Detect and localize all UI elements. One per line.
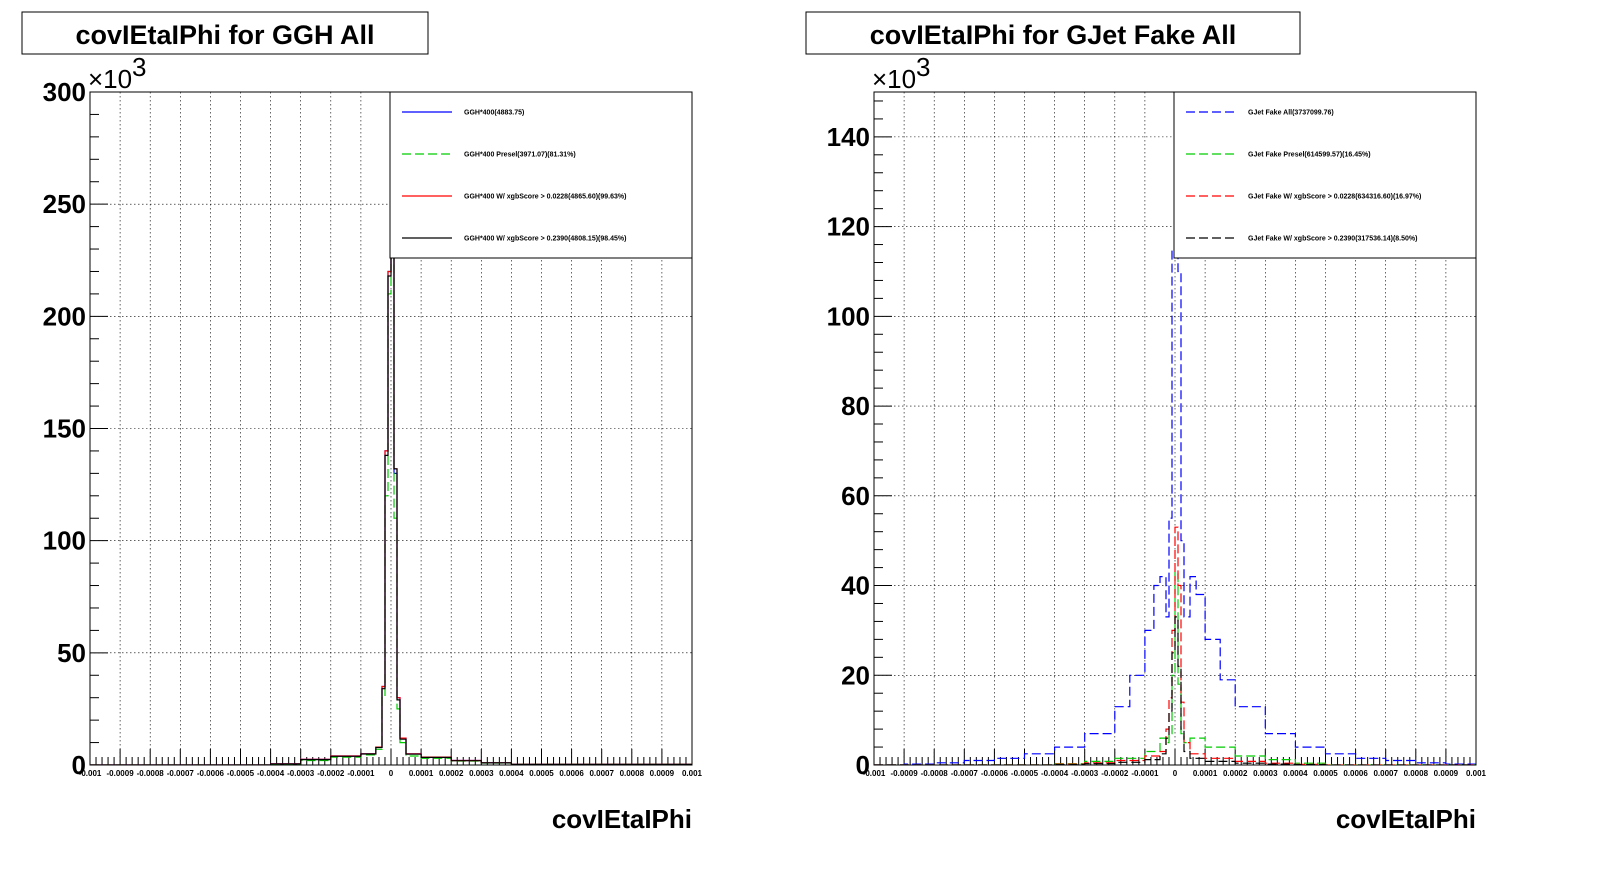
y-multiplier-base: ×10 bbox=[872, 64, 916, 94]
x-tick-label: 0.0005 bbox=[1313, 769, 1338, 778]
x-tick-label: 0.0004 bbox=[499, 769, 524, 778]
x-tick-label: 0.0004 bbox=[1283, 769, 1308, 778]
chart-title: covIEtaIPhi for GJet Fake All bbox=[870, 20, 1237, 50]
x-tick-label: -0.0007 bbox=[167, 769, 195, 778]
x-tick-label: 0.0003 bbox=[469, 769, 494, 778]
x-tick-label: -0.0006 bbox=[197, 769, 225, 778]
y-tick-label: 120 bbox=[827, 212, 870, 242]
chart-title-box bbox=[21, 11, 429, 55]
x-tick-label: 0.001 bbox=[682, 769, 703, 778]
legend: GJet Fake All(3737099.76) GJet Fake Prese… bbox=[1173, 91, 1477, 259]
y-tick-label: 250 bbox=[43, 189, 86, 219]
y-multiplier-base: ×10 bbox=[88, 64, 132, 94]
y-tick-label: 100 bbox=[43, 526, 86, 556]
y-tick-label: 0 bbox=[72, 750, 86, 780]
series-line-2 bbox=[874, 571, 1476, 765]
y-tick-label: 140 bbox=[827, 122, 870, 152]
x-tick-label: -0.0005 bbox=[227, 769, 255, 778]
legend-entry: GJet Fake W/ xgbScore > 0.0228(634316.60… bbox=[1248, 194, 1421, 201]
chart-title: covIEtaIPhi for GGH All bbox=[75, 20, 374, 50]
legend: GGH*400(4883.75) GGH*400 Presel(3971.07)(… bbox=[389, 91, 693, 259]
series-line-4 bbox=[874, 616, 1476, 765]
x-tick-label: -0.0004 bbox=[257, 769, 285, 778]
legend-entry: GJet Fake All(3737099.76) bbox=[1248, 110, 1334, 117]
x-tick-label: -0.0001 bbox=[1131, 769, 1159, 778]
x-tick-label: 0.0009 bbox=[1434, 769, 1459, 778]
x-tick-label: 0.0009 bbox=[650, 769, 675, 778]
y-tick-label: 0 bbox=[856, 750, 870, 780]
legend-entry: GGH*400 Presel(3971.07)(81.31%) bbox=[464, 152, 576, 159]
x-tick-label: 0.0002 bbox=[1223, 769, 1248, 778]
x-axis-title: covIEtaIPhi bbox=[1336, 804, 1476, 834]
x-tick-label: 0 bbox=[389, 769, 394, 778]
x-tick-label: 0.0007 bbox=[589, 769, 614, 778]
y-tick-label: 40 bbox=[841, 571, 870, 601]
y-tick-label: 50 bbox=[57, 638, 86, 668]
chart-title-box bbox=[805, 11, 1301, 55]
legend-entry: GGH*400 W/ xgbScore > 0.0228(4865.60)(99… bbox=[464, 194, 626, 201]
series-line-3 bbox=[874, 526, 1476, 765]
x-tick-label: -0.0007 bbox=[951, 769, 979, 778]
x-tick-label: -0.001 bbox=[79, 769, 102, 778]
y-tick-label: 60 bbox=[841, 481, 870, 511]
legend-entry: GJet Fake W/ xgbScore > 0.2390(317536.14… bbox=[1248, 236, 1417, 243]
x-tick-label: -0.0008 bbox=[921, 769, 949, 778]
x-tick-label: -0.0001 bbox=[347, 769, 375, 778]
x-tick-label: 0.0008 bbox=[620, 769, 645, 778]
y-multiplier-exponent: 3 bbox=[132, 52, 146, 82]
legend-entry: GGH*400 W/ xgbScore > 0.2390(4808.15)(98… bbox=[464, 236, 626, 243]
x-tick-label: -0.0003 bbox=[287, 769, 315, 778]
x-tick-label: -0.0002 bbox=[317, 769, 345, 778]
legend-entry: GGH*400(4883.75) bbox=[464, 110, 524, 117]
x-axis-title: covIEtaIPhi bbox=[552, 804, 692, 834]
y-tick-label: 80 bbox=[841, 391, 870, 421]
y-tick-label: 20 bbox=[841, 660, 870, 690]
y-tick-label: 150 bbox=[43, 414, 86, 444]
x-tick-label: -0.0006 bbox=[981, 769, 1009, 778]
x-tick-label: 0.0005 bbox=[529, 769, 554, 778]
y-tick-label: 100 bbox=[827, 301, 870, 331]
x-tick-label: 0.0008 bbox=[1404, 769, 1429, 778]
legend-box bbox=[1173, 91, 1477, 259]
chart-panel-1: covIEtaIPhi for GGH All-0.001 -0.0009 -0.0… bbox=[21, 11, 703, 834]
x-tick-label: -0.0002 bbox=[1101, 769, 1129, 778]
x-tick-label: 0.0002 bbox=[439, 769, 464, 778]
x-tick-label: 0.001 bbox=[1466, 769, 1487, 778]
y-axis-multiplier: ×10 3 bbox=[88, 52, 146, 94]
x-tick-label: 0.0006 bbox=[559, 769, 584, 778]
x-tick-label: -0.0005 bbox=[1011, 769, 1039, 778]
x-tick-label: 0.0001 bbox=[409, 769, 434, 778]
x-tick-label: -0.0009 bbox=[107, 769, 135, 778]
x-tick-label: -0.0008 bbox=[137, 769, 165, 778]
legend-box bbox=[389, 91, 693, 259]
x-tick-label: -0.0009 bbox=[891, 769, 919, 778]
chart-panel-2: covIEtaIPhi for GJet Fake All -0.001 -0.00… bbox=[805, 11, 1487, 834]
x-tick-label: -0.001 bbox=[863, 769, 886, 778]
x-tick-label: -0.0003 bbox=[1071, 769, 1099, 778]
x-tick-label: 0.0001 bbox=[1193, 769, 1218, 778]
y-tick-label: 300 bbox=[43, 77, 86, 107]
x-tick-label: -0.0004 bbox=[1041, 769, 1069, 778]
x-tick-label: 0.0006 bbox=[1343, 769, 1368, 778]
y-tick-label: 200 bbox=[43, 301, 86, 331]
x-tick-label: 0 bbox=[1173, 769, 1178, 778]
legend-entry: GJet Fake Presel(614599.57)(16.45%) bbox=[1248, 152, 1371, 159]
x-tick-label: 0.0003 bbox=[1253, 769, 1278, 778]
x-tick-label: 0.0007 bbox=[1373, 769, 1398, 778]
y-axis-multiplier: ×10 3 bbox=[872, 52, 930, 94]
y-multiplier-exponent: 3 bbox=[916, 52, 930, 82]
